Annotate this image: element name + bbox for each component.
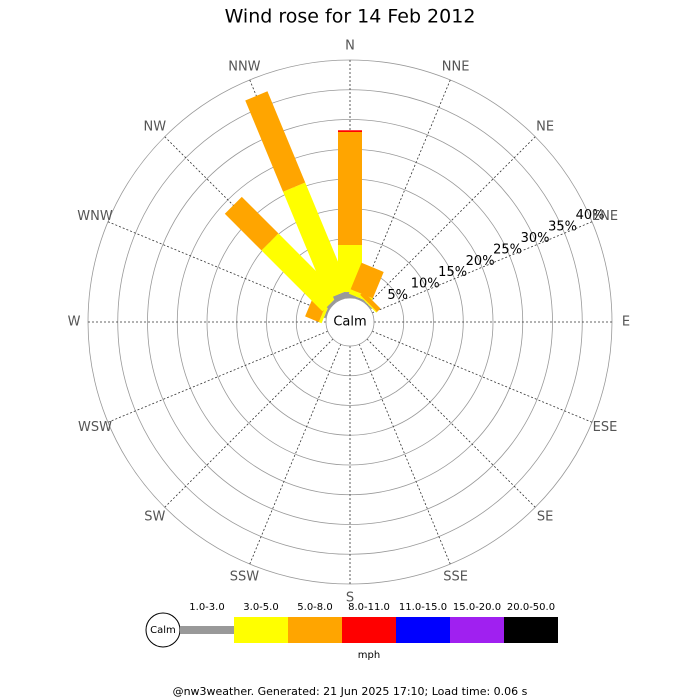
footer: @nw3weather. Generated: 21 Jun 2025 17:1… — [173, 685, 528, 698]
direction-label: ESE — [593, 420, 618, 435]
bar-segment — [350, 262, 384, 299]
bar-segment — [245, 91, 306, 192]
bar-segment — [362, 299, 373, 310]
direction-label: SSW — [230, 569, 260, 584]
r-tick-label: 5% — [387, 288, 408, 303]
direction-label: E — [622, 315, 630, 330]
legend-label: 3.0-5.0 — [243, 602, 278, 613]
direction-label: WNW — [77, 209, 113, 224]
legend-calm-label: Calm — [150, 625, 176, 636]
direction-label: WSW — [78, 420, 112, 435]
bar-segment — [323, 306, 331, 319]
bar-segment — [245, 91, 268, 101]
r-tick-label: 10% — [411, 277, 440, 292]
bar-segment — [360, 291, 381, 312]
r-tick-label: 35% — [548, 220, 577, 235]
legend-swatch — [450, 617, 504, 643]
direction-label: NW — [144, 119, 167, 134]
bar-segment — [359, 294, 378, 313]
r-tick-label: 25% — [493, 242, 522, 257]
r-tick-label: 30% — [521, 231, 550, 246]
legend-swatch — [504, 617, 558, 643]
legend-swatch — [288, 617, 342, 643]
direction-label: SSE — [443, 569, 468, 584]
direction-label: SW — [144, 510, 165, 525]
calm-label: Calm — [333, 315, 366, 330]
bar-segment — [338, 130, 362, 132]
bar-segment — [326, 298, 338, 310]
direction-label: W — [68, 315, 81, 330]
legend-swatch — [180, 626, 234, 634]
legend-label: 1.0-3.0 — [189, 602, 224, 613]
direction-label: N — [345, 39, 355, 54]
direction-label: SE — [537, 510, 553, 525]
chart-title: Wind rose for 14 Feb 2012 — [225, 6, 476, 28]
legend-swatch — [396, 617, 450, 643]
legend-label: 11.0-15.0 — [399, 602, 447, 613]
calm-circle — [325, 297, 375, 347]
r-tick-label: 40% — [576, 208, 605, 223]
grid-ring — [147, 119, 553, 525]
bar-segment — [332, 292, 347, 303]
legend-label: 15.0-20.0 — [453, 602, 501, 613]
legend-label: 8.0-11.0 — [348, 602, 390, 613]
r-tick-label: 15% — [438, 265, 467, 280]
legend-label: 5.0-8.0 — [297, 602, 332, 613]
bar-segment — [261, 233, 340, 312]
legend-unit: mph — [358, 650, 380, 661]
direction-label: ENE — [592, 209, 618, 224]
legend-swatch — [342, 617, 396, 643]
direction-label: S — [346, 591, 354, 606]
direction-label: NE — [536, 119, 554, 134]
bar-segment — [283, 182, 350, 299]
bar-segment — [338, 131, 362, 246]
legend-swatch — [234, 617, 288, 643]
legend-label: 20.0-50.0 — [507, 602, 555, 613]
r-tick-label: 20% — [466, 254, 495, 269]
direction-label: NNW — [228, 60, 260, 75]
bar-segment — [353, 295, 366, 303]
bar-segment — [224, 196, 279, 251]
direction-label: NNE — [442, 60, 470, 75]
